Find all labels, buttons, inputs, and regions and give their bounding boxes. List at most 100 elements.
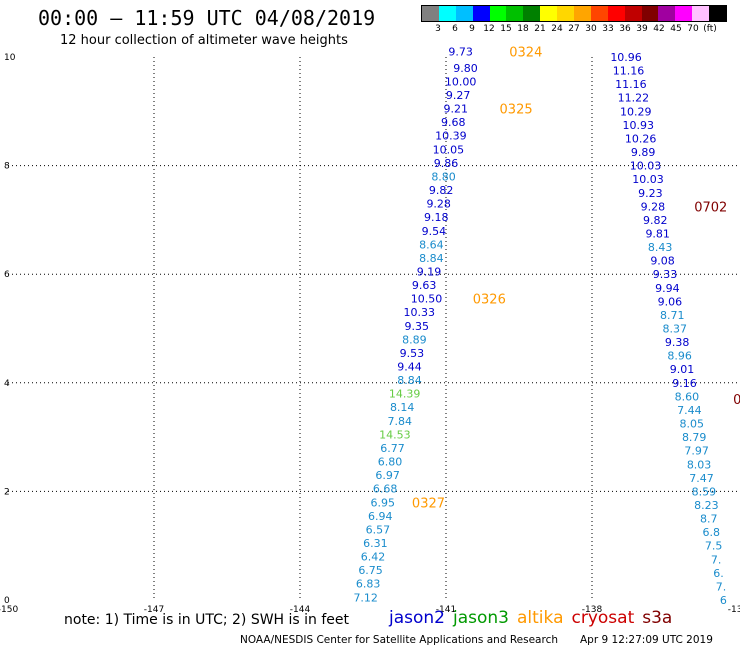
longitude-tick-label: -147 [144, 605, 164, 615]
legend-tick-label: 12 [483, 24, 495, 34]
wave-height-value: 9.82 [429, 184, 454, 197]
wave-height-value: 6 [720, 594, 727, 607]
legend-swatch [540, 6, 558, 21]
wave-height-value: 9.21 [443, 103, 468, 116]
wave-height-value: 10.39 [435, 130, 467, 143]
legend-swatch [574, 6, 591, 21]
map-axis-labels: -150 -147 -144 -141 -138 -135 0 2 4 6 8 10 [0, 53, 740, 615]
legend-tick-label: 42 [653, 24, 665, 34]
satellite-name: s3a [642, 608, 673, 628]
longitude-tick-label: -144 [290, 605, 311, 615]
footer-note: note: 1) Time is in UTC; 2) SWH is in fe… [64, 612, 350, 628]
wave-height-value: 7.84 [388, 415, 413, 428]
wave-height-value: 9.82 [643, 214, 668, 227]
wave-height-value: 8.37 [662, 323, 687, 336]
wave-height-value: 9.16 [672, 377, 697, 390]
satellite-name: cryosat [571, 608, 635, 628]
latitude-tick-label: 2 [4, 487, 10, 497]
wave-height-value: 8.43 [648, 241, 673, 254]
legend-tick-label: (ft) [703, 24, 717, 34]
wave-height-value: 8.23 [694, 499, 719, 512]
wave-height-value: 9.28 [426, 198, 451, 211]
wave-height-value: 6.80 [378, 456, 403, 469]
longitude-tick-label: -141 [436, 605, 456, 615]
wave-height-value: 6.68 [373, 483, 398, 496]
legend-tick-label: 27 [568, 24, 580, 34]
wave-height-value: 8.60 [675, 390, 700, 403]
legend-swatch [506, 6, 524, 21]
legend-tick-label: 33 [602, 24, 614, 34]
map-subtitle: 12 hour collection of altimeter wave hei… [60, 33, 348, 48]
legend-swatch [607, 6, 625, 21]
wave-height-value: 6.95 [370, 496, 395, 509]
wave-height-value: 14.39 [389, 388, 421, 401]
pass-time-labels: 0324 0325 0326 0327 0702 0 [412, 46, 740, 512]
wave-height-value: 10.93 [622, 119, 654, 132]
wave-height-value: 6.83 [356, 578, 381, 591]
pass-time-label: 0702 [694, 200, 727, 215]
wave-height-value: 9.94 [655, 282, 680, 295]
longitude-tick-label: -135 [728, 605, 740, 615]
pass-time-label: 0 [733, 393, 740, 408]
wave-height-value: 9.53 [400, 347, 425, 360]
wave-height-value: 6.77 [380, 442, 405, 455]
wave-height-value: 8.64 [419, 238, 444, 251]
wave-height-value: 8.84 [397, 374, 422, 387]
wave-height-value: 7. [711, 553, 722, 566]
wave-height-value: 8.96 [667, 350, 692, 363]
wave-height-value: 10.05 [433, 143, 465, 156]
wave-height-value: 9.06 [658, 295, 683, 308]
wave-height-value: 10.26 [625, 132, 657, 145]
map-title: 00:00 – 11:59 UTC 04/08/2019 [38, 6, 376, 30]
wave-height-value: 9.44 [397, 361, 422, 374]
wave-height-value: 11.16 [615, 78, 647, 91]
legend-swatch [590, 6, 608, 21]
wave-height-value: 6.31 [363, 537, 388, 550]
legend-tick-label: 18 [517, 24, 529, 34]
wave-height-value: 6. [713, 567, 724, 580]
wave-height-value: 10.50 [411, 293, 443, 306]
pass-time-label: 0327 [412, 496, 445, 511]
wave-height-value: 7.47 [689, 472, 714, 485]
latitude-tick-label: 0 [4, 596, 10, 606]
wave-height-value: 6.97 [375, 469, 400, 482]
legend-tick-labels: 3 6 9 12 15 18 21 24 27 30 33 36 39 42 45 70 (ft) [421, 22, 727, 36]
wave-height-value: 6.57 [366, 523, 391, 536]
wave-height-value: 10.03 [632, 173, 664, 186]
wave-height-value: 8.80 [431, 170, 456, 183]
latitude-tick-label: 8 [4, 162, 10, 172]
legend-swatch [489, 6, 507, 21]
legend-tick-label: 30 [585, 24, 597, 34]
wave-height-value: 14.53 [379, 428, 411, 441]
legend-swatch [624, 6, 642, 21]
wave-height-value: 8.7 [700, 513, 718, 526]
wave-height-value: 9.68 [441, 116, 466, 129]
satellite-key: jason2 jason3 altika cryosat s3a [389, 608, 680, 628]
wave-height-value: 9.08 [650, 255, 675, 268]
legend-swatch [641, 6, 659, 21]
wave-height-value: 9.63 [412, 279, 437, 292]
wave-height-value: 9.80 [453, 62, 478, 75]
footer-timestamp: Apr 9 12:27:09 UTC 2019 [580, 634, 713, 646]
wave-height-value: 9.18 [424, 211, 449, 224]
legend-tick-label: 39 [636, 24, 648, 34]
wave-height-value: 8.59 [692, 485, 717, 498]
wave-height-value: 9.33 [653, 268, 678, 281]
latitude-tick-label: 6 [4, 270, 10, 280]
wave-height-value: 6.94 [368, 510, 393, 523]
latitude-tick-label: 10 [4, 53, 16, 63]
wave-height-value: 7.12 [353, 591, 378, 604]
wave-height-value: 10.29 [620, 105, 652, 118]
legend-color-bar [421, 5, 727, 22]
wave-height-value: 8.05 [680, 418, 705, 431]
pass-time-label: 0326 [473, 293, 506, 308]
wave-height-value: 10.33 [403, 306, 435, 319]
wave-height-value: 8.84 [419, 252, 444, 265]
legend-tick-label: 6 [452, 24, 458, 34]
pass-time-label: 0325 [500, 103, 533, 118]
legend-swatch [455, 6, 473, 21]
wave-height-value: 6.42 [361, 551, 386, 564]
wave-height-value: 9.27 [446, 89, 471, 102]
wave-height-value: 9.86 [434, 157, 459, 170]
